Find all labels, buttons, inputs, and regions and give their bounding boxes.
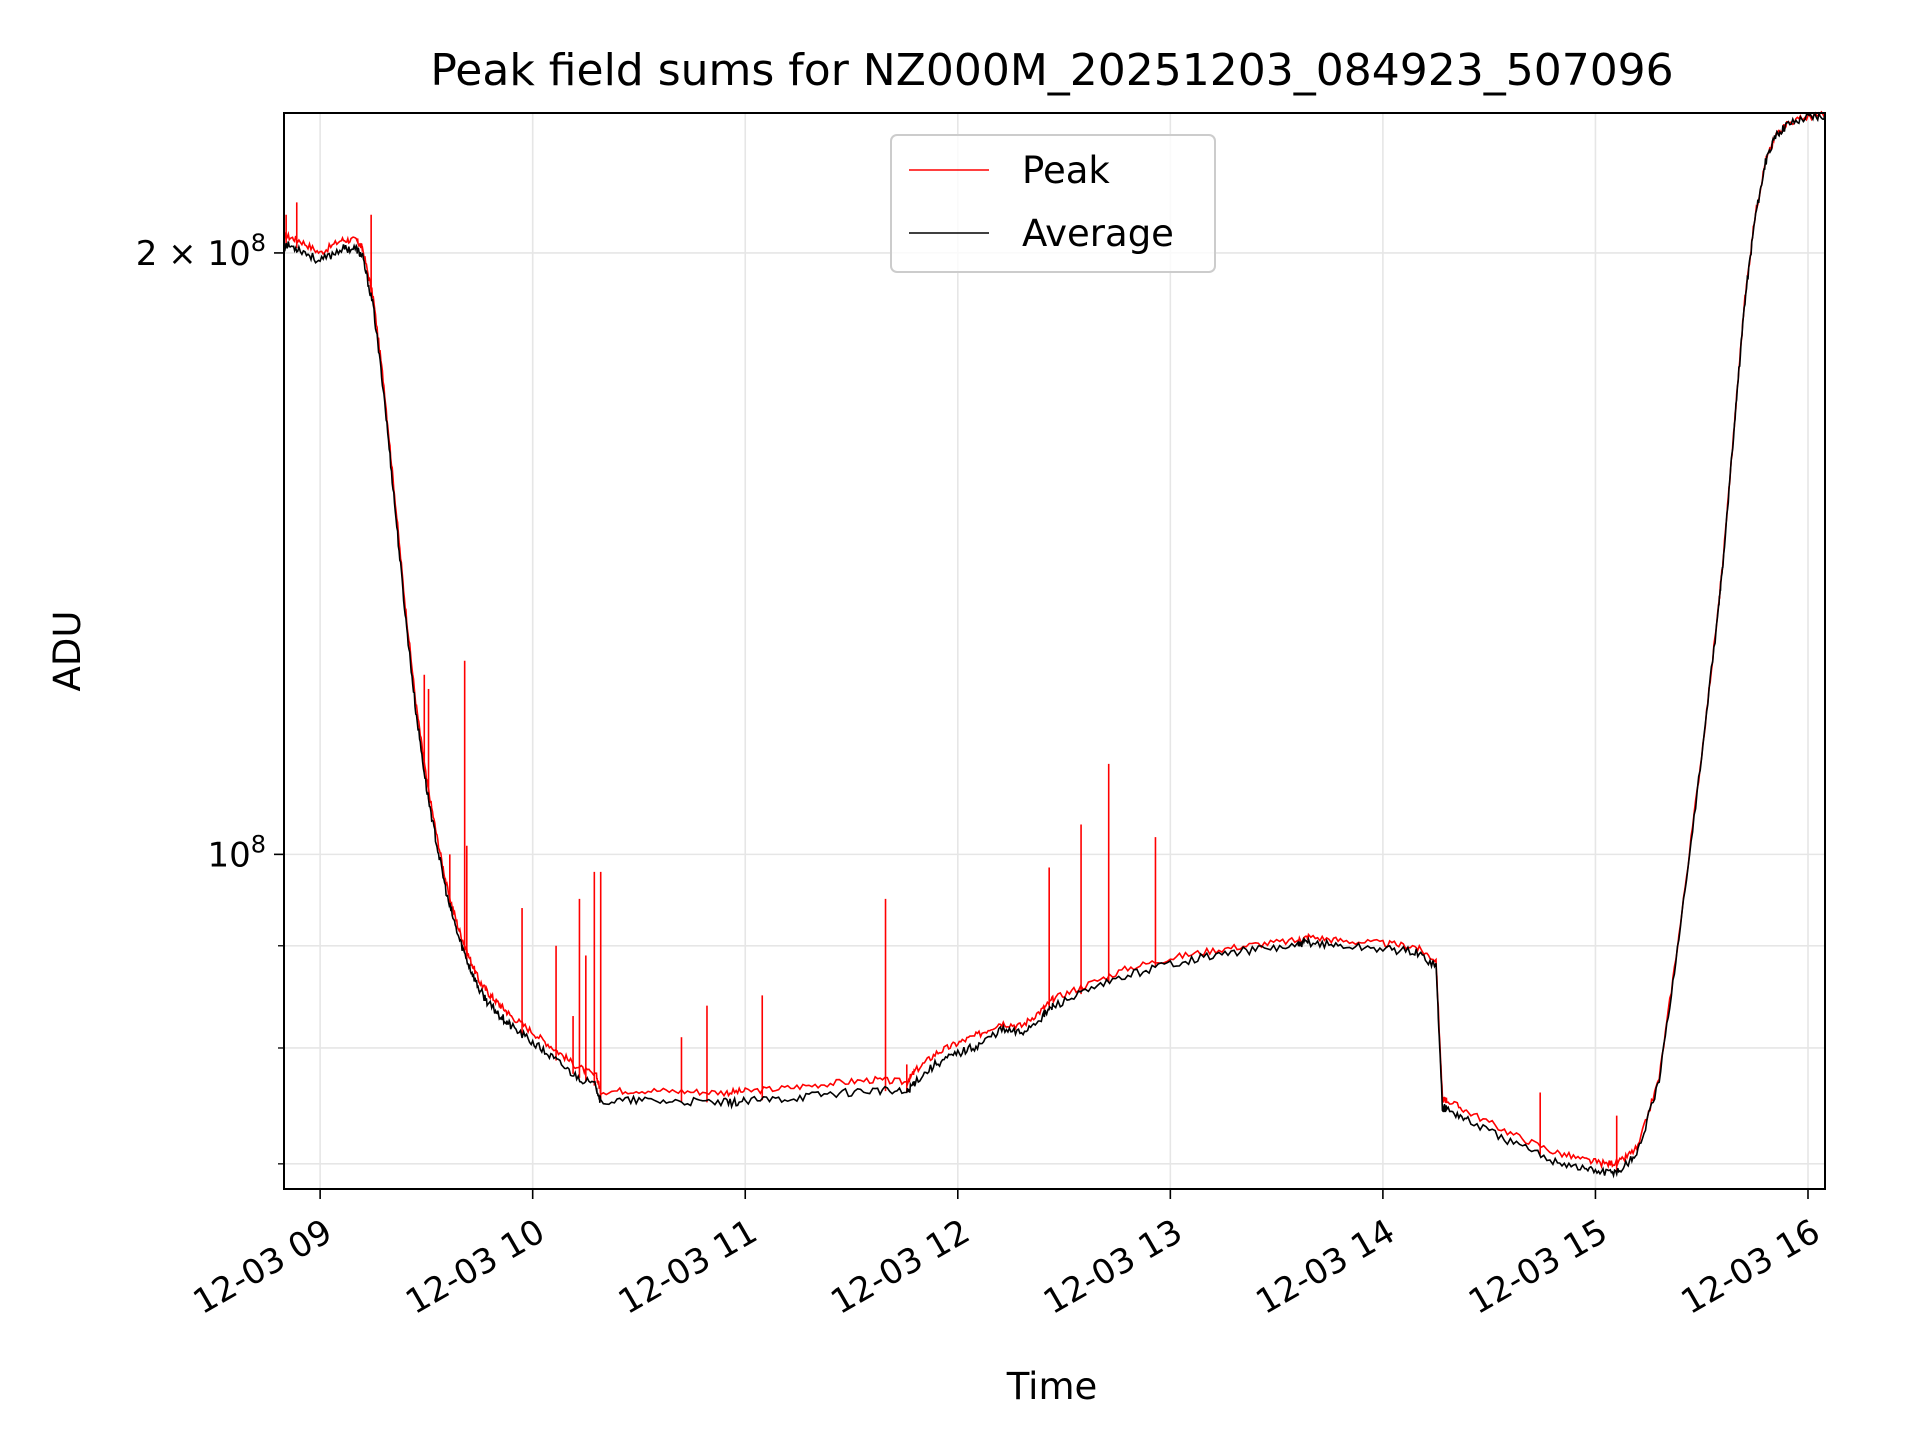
legend-peak-label: Peak (1022, 149, 1110, 192)
plot-series (283, 110, 1826, 1179)
series-line-average (283, 111, 1826, 1179)
y-axis-label: ADU (46, 611, 89, 692)
y-axis-ticks: 108 2 × 108 (136, 229, 284, 1165)
legend: Peak Average (890, 134, 1216, 273)
y-tick-label: 108 (207, 830, 266, 875)
y-tick-label: 2 × 108 (136, 229, 266, 274)
chart-title: Peak field sums for NZ000M_20251203_0849… (430, 45, 1673, 96)
x-axis-label: Time (1006, 1365, 1098, 1408)
grid (284, 113, 1825, 1189)
legend-average-label: Average (1022, 212, 1174, 255)
plot-frame (283, 112, 1826, 1190)
